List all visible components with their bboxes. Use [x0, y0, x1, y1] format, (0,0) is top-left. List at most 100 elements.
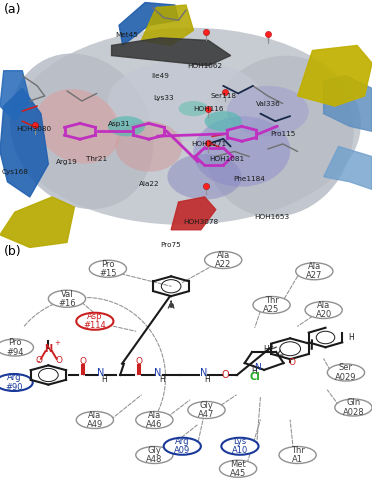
Polygon shape: [324, 146, 372, 190]
Text: (b): (b): [4, 244, 21, 258]
Text: Thr
A1: Thr A1: [291, 446, 305, 464]
Ellipse shape: [296, 263, 333, 280]
Ellipse shape: [253, 296, 290, 314]
Ellipse shape: [179, 101, 208, 116]
Text: Ala
A22: Ala A22: [215, 251, 231, 269]
Text: O: O: [222, 370, 230, 380]
Ellipse shape: [221, 438, 259, 455]
Text: Asp31: Asp31: [108, 120, 130, 126]
Ellipse shape: [219, 460, 257, 477]
Ellipse shape: [136, 412, 173, 428]
Text: HOH3080: HOH3080: [16, 126, 51, 132]
Ellipse shape: [205, 111, 242, 132]
Text: Val
#16: Val #16: [58, 290, 76, 308]
Ellipse shape: [279, 446, 316, 464]
Ellipse shape: [76, 313, 113, 330]
Text: HOH116: HOH116: [193, 106, 224, 112]
Text: Ser
A029: Ser A029: [335, 364, 357, 382]
Text: HOH1062: HOH1062: [187, 62, 222, 68]
Ellipse shape: [11, 28, 361, 225]
Text: Cys168: Cys168: [1, 168, 28, 174]
Text: H: H: [251, 368, 257, 376]
Text: Ser118: Ser118: [210, 93, 236, 99]
Text: HOH3078: HOH3078: [183, 219, 218, 225]
Text: H: H: [159, 375, 165, 384]
Text: O: O: [55, 356, 62, 365]
Text: +: +: [54, 340, 60, 346]
Ellipse shape: [305, 302, 342, 318]
Ellipse shape: [205, 252, 242, 268]
Text: N: N: [44, 344, 52, 354]
Polygon shape: [0, 88, 48, 197]
Text: Arg19: Arg19: [56, 158, 78, 164]
Text: Gln
A028: Gln A028: [343, 398, 364, 416]
Ellipse shape: [335, 399, 372, 416]
Text: O: O: [80, 358, 86, 366]
Text: HOH1653: HOH1653: [254, 214, 289, 220]
Text: Arg
#90: Arg #90: [5, 374, 23, 392]
Text: Ala
A49: Ala A49: [87, 411, 103, 429]
Ellipse shape: [10, 54, 154, 209]
Text: O: O: [36, 356, 43, 365]
Ellipse shape: [204, 56, 354, 217]
Text: Ile49: Ile49: [151, 72, 169, 78]
Text: Thr21: Thr21: [86, 156, 107, 162]
Ellipse shape: [0, 339, 33, 356]
Ellipse shape: [227, 86, 309, 136]
Ellipse shape: [327, 364, 365, 381]
Text: Lys
A10: Lys A10: [232, 437, 248, 456]
Text: HOH1271: HOH1271: [191, 141, 226, 147]
Text: Asp
#114: Asp #114: [83, 312, 106, 330]
Ellipse shape: [89, 260, 126, 277]
Ellipse shape: [136, 446, 173, 464]
Text: Phe1184: Phe1184: [233, 176, 265, 182]
Text: Ala22: Ala22: [138, 182, 159, 188]
Text: H: H: [349, 333, 354, 342]
Ellipse shape: [76, 412, 113, 428]
Text: Ala
A20: Ala A20: [315, 301, 332, 319]
Text: H: H: [204, 375, 210, 384]
Ellipse shape: [188, 402, 225, 418]
Polygon shape: [112, 38, 231, 66]
Text: Gly
A47: Gly A47: [198, 401, 215, 419]
Text: Met45: Met45: [115, 32, 138, 38]
Text: Gly
A48: Gly A48: [146, 446, 163, 464]
Text: Cl: Cl: [250, 372, 260, 382]
Ellipse shape: [36, 89, 120, 164]
Text: H: H: [101, 375, 107, 384]
Text: O: O: [289, 358, 295, 368]
Polygon shape: [141, 5, 193, 46]
Text: Thr
A25: Thr A25: [263, 296, 280, 314]
Text: Met
A45: Met A45: [230, 460, 246, 478]
Ellipse shape: [193, 116, 290, 187]
Ellipse shape: [48, 290, 86, 307]
Text: Arg
A09: Arg A09: [174, 437, 190, 456]
Text: O: O: [135, 358, 142, 366]
Text: Lys33: Lys33: [153, 96, 174, 102]
Text: Pro
#15: Pro #15: [99, 260, 117, 278]
Ellipse shape: [164, 438, 201, 455]
Text: N: N: [254, 362, 261, 372]
Text: Val336: Val336: [256, 100, 280, 106]
Polygon shape: [324, 76, 372, 132]
Text: N: N: [97, 368, 105, 378]
Text: Pro115: Pro115: [270, 131, 295, 137]
Ellipse shape: [108, 116, 145, 136]
Text: N: N: [154, 368, 162, 378]
Polygon shape: [119, 2, 179, 46]
Ellipse shape: [167, 154, 242, 200]
Ellipse shape: [108, 60, 264, 142]
Text: -: -: [36, 356, 40, 366]
Ellipse shape: [0, 374, 33, 391]
Ellipse shape: [115, 121, 182, 172]
Text: H: H: [263, 345, 269, 354]
Polygon shape: [0, 70, 30, 121]
Text: (a): (a): [4, 2, 21, 16]
Polygon shape: [171, 197, 216, 230]
Text: Ala
A46: Ala A46: [146, 411, 163, 429]
Polygon shape: [298, 46, 372, 106]
Polygon shape: [0, 197, 74, 248]
Text: Pro75: Pro75: [161, 242, 182, 248]
Text: N: N: [200, 368, 207, 378]
Text: Pro
#94: Pro #94: [6, 338, 24, 356]
